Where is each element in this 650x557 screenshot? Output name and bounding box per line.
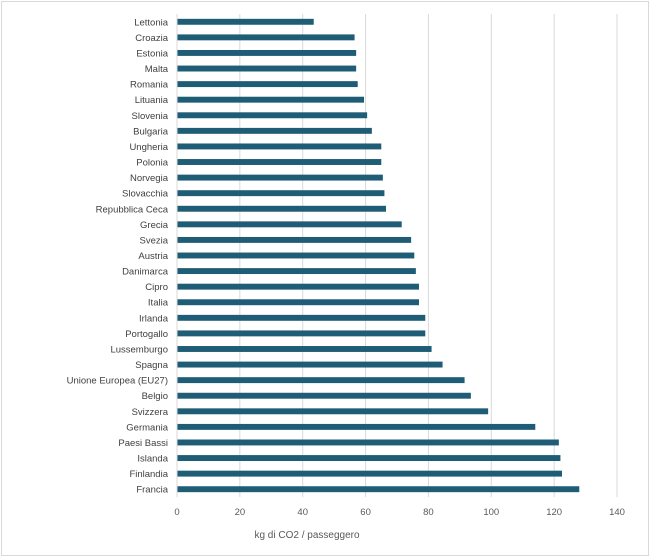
- bar: [177, 377, 465, 384]
- category-label: Lettonia: [134, 17, 169, 28]
- bar: [177, 268, 416, 275]
- x-tick-label: 80: [423, 507, 434, 518]
- bar: [177, 423, 536, 430]
- category-label: Slovacchia: [122, 189, 169, 200]
- category-label: Paesi Bassi: [118, 438, 168, 449]
- category-label: Grecia: [140, 220, 169, 231]
- bar: [177, 159, 382, 165]
- category-label: Francia: [136, 485, 168, 496]
- bar: [177, 143, 382, 150]
- category-label: Lituania: [135, 95, 169, 106]
- category-label: Spagna: [135, 360, 168, 371]
- bar: [177, 486, 580, 493]
- bar: [177, 127, 372, 134]
- bar: [177, 283, 419, 290]
- category-label: Italia: [148, 298, 169, 309]
- bar: [177, 470, 562, 477]
- x-tick-labels: 0 20 40 60 80 100 120 140: [174, 507, 625, 518]
- bar: [177, 392, 471, 399]
- category-label: Ungheria: [129, 142, 168, 153]
- category-label: Romania: [130, 80, 169, 91]
- bar: [177, 96, 364, 103]
- bar: [177, 346, 432, 352]
- bar: [177, 361, 443, 368]
- bar: [177, 455, 561, 462]
- category-label: Repubblica Ceca: [96, 204, 169, 215]
- bar: [177, 18, 314, 25]
- category-label: Lussemburgo: [110, 344, 168, 355]
- x-tick-label: 140: [609, 507, 625, 518]
- bar: [177, 439, 559, 446]
- category-label: Islanda: [137, 454, 168, 465]
- bar: [177, 34, 355, 41]
- category-label: Svizzera: [132, 407, 169, 418]
- category-label: Irlanda: [139, 313, 169, 324]
- category-labels: Lettonia Croazia Estonia Malta Romania Lituan…: [67, 17, 169, 495]
- bar: [177, 252, 415, 259]
- bar: [177, 330, 426, 337]
- x-axis-title: kg di CO2 / passeggero: [254, 530, 359, 541]
- bar: [177, 49, 357, 56]
- category-label: Belgio: [142, 391, 168, 402]
- x-tick-label: 100: [483, 507, 499, 518]
- x-tick-label: 0: [174, 507, 179, 518]
- bar: [177, 314, 426, 321]
- bar: [177, 174, 383, 181]
- bar: [177, 190, 385, 197]
- category-label: Svezia: [139, 235, 168, 246]
- bars: [177, 18, 580, 493]
- category-label: Slovenia: [132, 111, 169, 122]
- category-label: Bulgaria: [133, 126, 169, 137]
- category-label: Croazia: [135, 33, 168, 44]
- category-label: Unione Europea (EU27): [67, 376, 168, 387]
- bar: [177, 112, 368, 119]
- x-tick-label: 120: [546, 507, 562, 518]
- bar: [177, 205, 386, 212]
- bar: [177, 65, 357, 72]
- category-label: Portogallo: [125, 329, 168, 340]
- category-label: Austria: [138, 251, 168, 262]
- bar: [177, 299, 419, 306]
- category-label: Cipro: [145, 282, 168, 293]
- category-label: Estonia: [136, 48, 168, 59]
- category-label: Polonia: [136, 158, 168, 169]
- category-label: Malta: [145, 64, 169, 75]
- bar: [177, 236, 412, 243]
- x-tick-label: 20: [235, 507, 246, 518]
- category-label: Finlandia: [129, 469, 168, 480]
- bar: [177, 408, 489, 415]
- category-label: Danimarca: [122, 267, 169, 278]
- category-label: Norvegia: [130, 173, 169, 184]
- bar: [177, 221, 402, 228]
- x-tick-label: 40: [297, 507, 308, 518]
- gridlines: [239, 14, 618, 497]
- category-label: Germania: [126, 422, 168, 433]
- bar: [177, 81, 358, 88]
- x-tick-label: 60: [360, 507, 371, 518]
